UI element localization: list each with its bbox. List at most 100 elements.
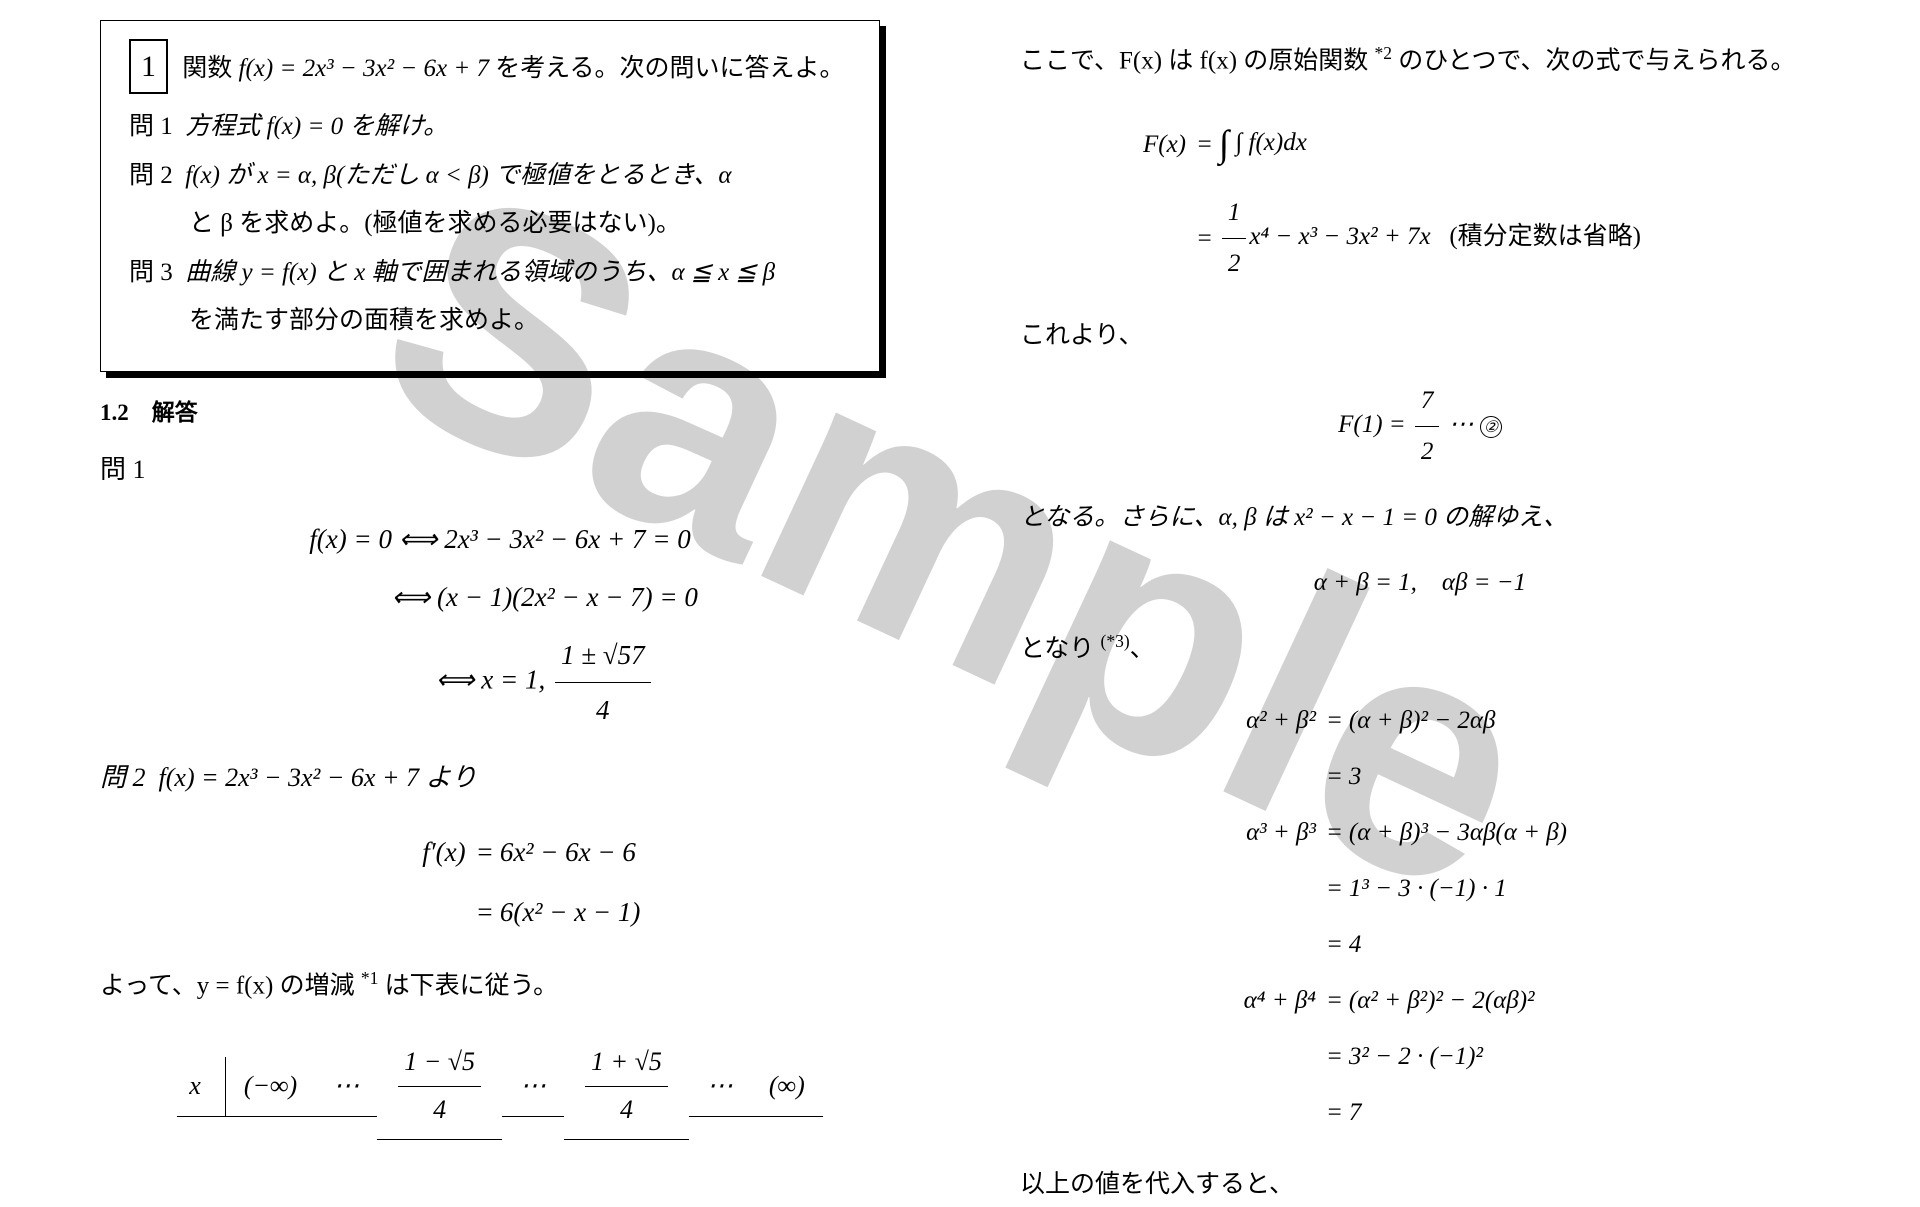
question-3b: を満たす部分の面積を求めよ。 <box>129 300 851 343</box>
eq1-rhs2: (x − 1)(2x² − x − 7) = 0 <box>437 582 698 612</box>
r8-rhs: 7 <box>1349 1088 1362 1138</box>
q2-label-text: 問 2 <box>100 763 146 792</box>
r1-rhs: (α + β)² − 2αβ <box>1349 696 1496 746</box>
table-dots2: ⋯ <box>502 1057 564 1117</box>
col2-p1: ここで、F(x) は f(x) の原始関数 *2 のひとつで、次の式で与えられる… <box>1020 38 1820 83</box>
eqF-row2: = 12x⁴ − x³ − 3x² + 7x (積分定数は省略) <box>1080 188 1641 289</box>
r7-rhs: 3² − 2 · (−1)² <box>1349 1032 1483 1082</box>
t-c2-num: 1 + √5 <box>585 1039 668 1087</box>
q2-after-a: よって、y = f(x) の増減 <box>100 973 361 1000</box>
q2-intro: f(x) = 2x³ − 3x² − 6x + 7 より <box>159 763 477 792</box>
q2-after-b: は下表に従う。 <box>378 973 558 1000</box>
problem-intro: 1 関数 f(x) = 2x³ − 3x² − 6x + 7 を考える。次の問い… <box>129 39 851 94</box>
q1-label: 問 1 <box>129 113 173 140</box>
t-c1-den: 4 <box>398 1087 481 1134</box>
table-dots1: ⋯ <box>315 1057 377 1117</box>
q2-after: よって、y = f(x) の増減 *1 は下表に従う。 <box>100 963 900 1008</box>
F2-den: 2 <box>1222 239 1247 289</box>
p4-b: 、 <box>1130 636 1155 663</box>
r5-rhs: 4 <box>1349 920 1362 970</box>
col2-p3: となる。さらに、α, β は x² − x − 1 = 0 の解ゆえ、 <box>1020 495 1820 540</box>
iff-1: ⟺ <box>399 524 438 554</box>
F3-den: 2 <box>1415 427 1440 477</box>
col2-p2: これより、 <box>1020 313 1820 358</box>
eq2-align: f′(x) = 6x² − 6x − 6 = 6(x² − x − 1) <box>360 819 641 945</box>
problem-number: 1 <box>129 39 168 94</box>
eq1-frac-num: 1 ± √57 <box>555 628 651 683</box>
r4-rhs: 1³ − 3 · (−1) · 1 <box>1349 864 1507 914</box>
eqF-eq2: = <box>1190 214 1219 264</box>
page-root: 1 関数 f(x) = 2x³ − 3x² − 6x + 7 を考える。次の問い… <box>0 0 1920 1080</box>
q1-text: 方程式 f(x) = 0 を解け。 <box>185 113 448 140</box>
table-cN: (∞) <box>751 1057 823 1117</box>
table-dots3: ⋯ <box>689 1057 751 1117</box>
F2-note: (積分定数は省略) <box>1449 224 1641 251</box>
q3-label: 問 3 <box>129 259 173 286</box>
eqF-int: ∫ f(x)dx <box>1235 130 1306 157</box>
eq2-eq2: = <box>470 885 500 939</box>
eq2-rhs1: 6x² − 6x − 6 <box>500 825 636 879</box>
r6-lhs: α⁴ + β⁴ <box>1210 976 1320 1026</box>
question-2: 問 2 f(x) が x = α, β(ただし α < β) で極値をとるとき、… <box>129 155 851 198</box>
col2-p1-b: のひとつで、次の式で与えられる。 <box>1392 47 1796 74</box>
footnote-mark-1: *1 <box>361 968 379 988</box>
answer-q1-label: 問 1 <box>100 447 900 494</box>
eq1-line2: f(x) = 0 ⟺ (x − 1)(2x² − x − 7) = 0 <box>100 570 900 624</box>
pow-align: α² + β²=(α + β)² − 2αβ =3 α³ + β³=(α + β… <box>1210 690 1630 1144</box>
col2-p1-a: ここで、F(x) は f(x) の原始関数 <box>1020 47 1375 74</box>
eqF-align: F(x) = ∫ ∫ f(x)dx = 12x⁴ − x³ − 3x² + 7x… <box>1080 101 1641 295</box>
question-1: 問 1 方程式 f(x) = 0 を解け。 <box>129 106 851 149</box>
intro-text-a: 関数 <box>182 55 238 82</box>
F3-num: 7 <box>1415 376 1440 427</box>
eqF-row1: F(x) = ∫ ∫ f(x)dx <box>1080 107 1641 182</box>
equation-block-1: f(x) = 0 ⟺ 2x³ − 3x² − 6x + 7 = 0 f(x) =… <box>100 512 900 737</box>
eqF-rhs1: ∫ ∫ f(x)dx <box>1219 107 1307 182</box>
p4-a: となり <box>1020 636 1101 663</box>
circled-2: ② <box>1480 416 1502 438</box>
q3-text-a: 曲線 y = f(x) と x 軸で囲まれる領域のうち、α ≦ x ≦ β <box>185 259 775 286</box>
r3-lhs: α³ + β³ <box>1210 808 1320 858</box>
eq2-lhs: f′(x) <box>360 825 470 879</box>
eqF-eq1: = <box>1190 120 1219 170</box>
table-c1: 1 − √54 <box>377 1033 502 1141</box>
eq2-row2: = 6(x² − x − 1) <box>360 885 641 939</box>
question-2b: と β を求めよ。(極値を求める必要はない)。 <box>129 203 851 246</box>
q2-text-b: と β を求めよ。(極値を求める必要はない)。 <box>189 210 681 237</box>
equation-F1: F(1) = 72 ⋯ ② <box>1020 376 1820 477</box>
q3-text-b: を満たす部分の面積を求めよ。 <box>189 307 539 334</box>
footnote-mark-3: (*3) <box>1101 631 1130 651</box>
footnote-mark-2: *2 <box>1375 43 1393 63</box>
table-x: x <box>177 1057 226 1117</box>
col2-p5: 以上の値を代入すると、 <box>1020 1162 1820 1207</box>
eq1-frac: 1 ± √57 4 <box>555 628 651 737</box>
eq1-rhs1: 2x³ − 3x² − 6x + 7 = 0 <box>444 524 691 554</box>
eq1-line1: f(x) = 0 ⟺ 2x³ − 3x² − 6x + 7 = 0 <box>100 512 900 566</box>
answer-q2-label: 問 2 f(x) = 2x³ − 3x² − 6x + 7 より <box>100 755 900 802</box>
r3-rhs: (α + β)³ − 3αβ(α + β) <box>1349 808 1567 858</box>
equation-powers: α² + β²=(α + β)² − 2αβ =3 α³ + β³=(α + β… <box>1020 690 1820 1144</box>
section-1-2: 1.2 解答 <box>100 392 900 433</box>
equation-F: F(x) = ∫ ∫ f(x)dx = 12x⁴ − x³ − 3x² + 7x… <box>1020 101 1820 295</box>
integral-icon: ∫ <box>1219 124 1229 165</box>
q2-label: 問 2 <box>129 162 173 189</box>
t-c1-num: 1 − √5 <box>398 1039 481 1087</box>
intro-text-b: を考える。次の問いに答えよ。 <box>489 55 845 82</box>
question-3: 問 3 曲線 y = f(x) と x 軸で囲まれる領域のうち、α ≦ x ≦ … <box>129 252 851 295</box>
F3-dots: ⋯ <box>1449 412 1480 439</box>
eq1-line3: f(x) = 0 ⟺ x = 1, 1 ± √57 4 <box>100 628 900 737</box>
r1-lhs: α² + β² <box>1210 696 1320 746</box>
eq2-row1: f′(x) = 6x² − 6x − 6 <box>360 825 641 879</box>
intro-fx: f(x) = 2x³ − 3x² − 6x + 7 <box>239 55 489 82</box>
iff-2: ⟺ <box>392 582 431 612</box>
F3-lhs: F(1) = <box>1338 412 1412 439</box>
eq2-rhs2: 6(x² − x − 1) <box>500 885 640 939</box>
eqF-lhs: F(x) <box>1080 120 1190 170</box>
eq2-eq1: = <box>470 825 500 879</box>
r6-rhs: (α² + β²)² − 2(αβ)² <box>1349 976 1535 1026</box>
right-column: ここで、F(x) は f(x) の原始関数 *2 のひとつで、次の式で与えられる… <box>960 20 1880 1060</box>
F2-num: 1 <box>1222 188 1247 239</box>
table-c0: (−∞) <box>226 1057 315 1117</box>
equation-block-2: f′(x) = 6x² − 6x − 6 = 6(x² − x − 1) <box>100 819 900 945</box>
r2-rhs: 3 <box>1349 752 1362 802</box>
F2-rest: x⁴ − x³ − 3x² + 7x <box>1249 224 1430 251</box>
